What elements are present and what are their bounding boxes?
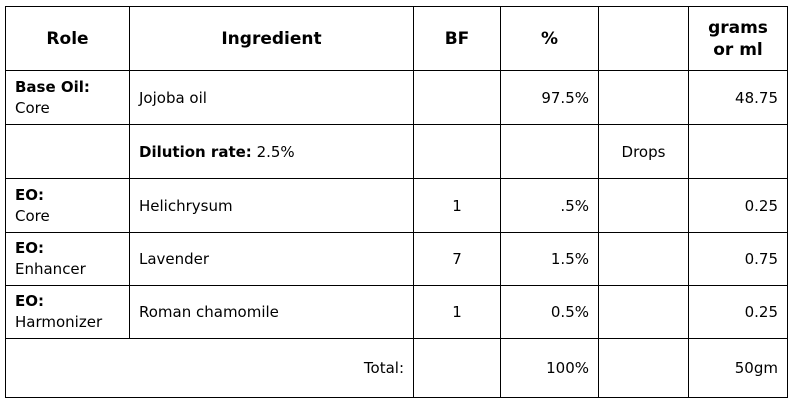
- header-cell: grams or ml: [688, 6, 788, 71]
- dilution-label: Dilution rate:: [139, 142, 252, 161]
- cell: [413, 338, 501, 398]
- role-cell: Base Oil: Core: [5, 70, 130, 125]
- cell: [413, 124, 501, 179]
- row: EO: Enhancer Lavender 7 1.5% 0.75: [5, 232, 788, 286]
- percent-cell: 97.5%: [500, 70, 599, 125]
- cell: [598, 338, 689, 398]
- dilution-cell: Dilution rate: 2.5%: [129, 124, 414, 179]
- cell: [598, 178, 689, 233]
- role-sub: Core: [15, 98, 50, 117]
- grams-cell: 0.75: [688, 232, 788, 286]
- role-sub: Core: [15, 206, 50, 225]
- role-sub: Harmonizer: [15, 313, 103, 331]
- header-row: Role Ingredient BF % grams or ml: [5, 6, 788, 71]
- cell: [5, 124, 130, 179]
- total-label: Total:: [5, 338, 414, 398]
- header-cell: BF: [413, 6, 501, 71]
- role-title: EO:: [15, 292, 44, 310]
- percent-cell: .5%: [500, 178, 599, 233]
- row: Base Oil: Core Jojoba oil 97.5% 48.75: [5, 70, 788, 125]
- role-sub: Enhancer: [15, 260, 86, 278]
- header-cell: Ingredient: [129, 6, 414, 71]
- grams-cell: 0.25: [688, 285, 788, 339]
- cell: [598, 285, 689, 339]
- ingredient-cell: Helichrysum: [129, 178, 414, 233]
- cell: [688, 124, 788, 179]
- role-title: EO:: [15, 185, 44, 204]
- cell: [598, 70, 689, 125]
- total-row: Total: 100% 50gm: [5, 338, 788, 398]
- header-cell: %: [500, 6, 599, 71]
- header-line: or ml: [713, 39, 763, 60]
- percent-cell: 1.5%: [500, 232, 599, 286]
- grams-cell: 50gm: [688, 338, 788, 398]
- row: EO: Harmonizer Roman chamomile 1 0.5% 0.2…: [5, 285, 788, 339]
- role-cell: EO: Core: [5, 178, 130, 233]
- bf-cell: 7: [413, 232, 501, 286]
- ingredient-cell: Jojoba oil: [129, 70, 414, 125]
- role-title: EO:: [15, 239, 44, 257]
- percent-cell: 100%: [500, 338, 599, 398]
- cell: [500, 124, 599, 179]
- header-cell: Role: [5, 6, 130, 71]
- recipe-table: Role Ingredient BF % grams or ml Base Oil…: [5, 6, 788, 398]
- ingredient-cell: Lavender: [129, 232, 414, 286]
- row: Dilution rate: 2.5% Drops: [5, 124, 788, 179]
- role-cell: EO: Harmonizer: [5, 285, 130, 339]
- dilution-value: 2.5%: [256, 142, 295, 161]
- header-line: grams: [708, 17, 768, 38]
- drops-cell: Drops: [598, 124, 689, 179]
- role-cell: EO: Enhancer: [5, 232, 130, 286]
- row: EO: Core Helichrysum 1 .5% 0.25: [5, 178, 788, 233]
- grams-cell: 0.25: [688, 178, 788, 233]
- bf-cell: 1: [413, 285, 501, 339]
- cell: [598, 232, 689, 286]
- header-cell: [598, 6, 689, 71]
- cell: [413, 70, 501, 125]
- grams-cell: 48.75: [688, 70, 788, 125]
- ingredient-cell: Roman chamomile: [129, 285, 414, 339]
- role-title: Base Oil:: [15, 77, 90, 96]
- bf-cell: 1: [413, 178, 501, 233]
- percent-cell: 0.5%: [500, 285, 599, 339]
